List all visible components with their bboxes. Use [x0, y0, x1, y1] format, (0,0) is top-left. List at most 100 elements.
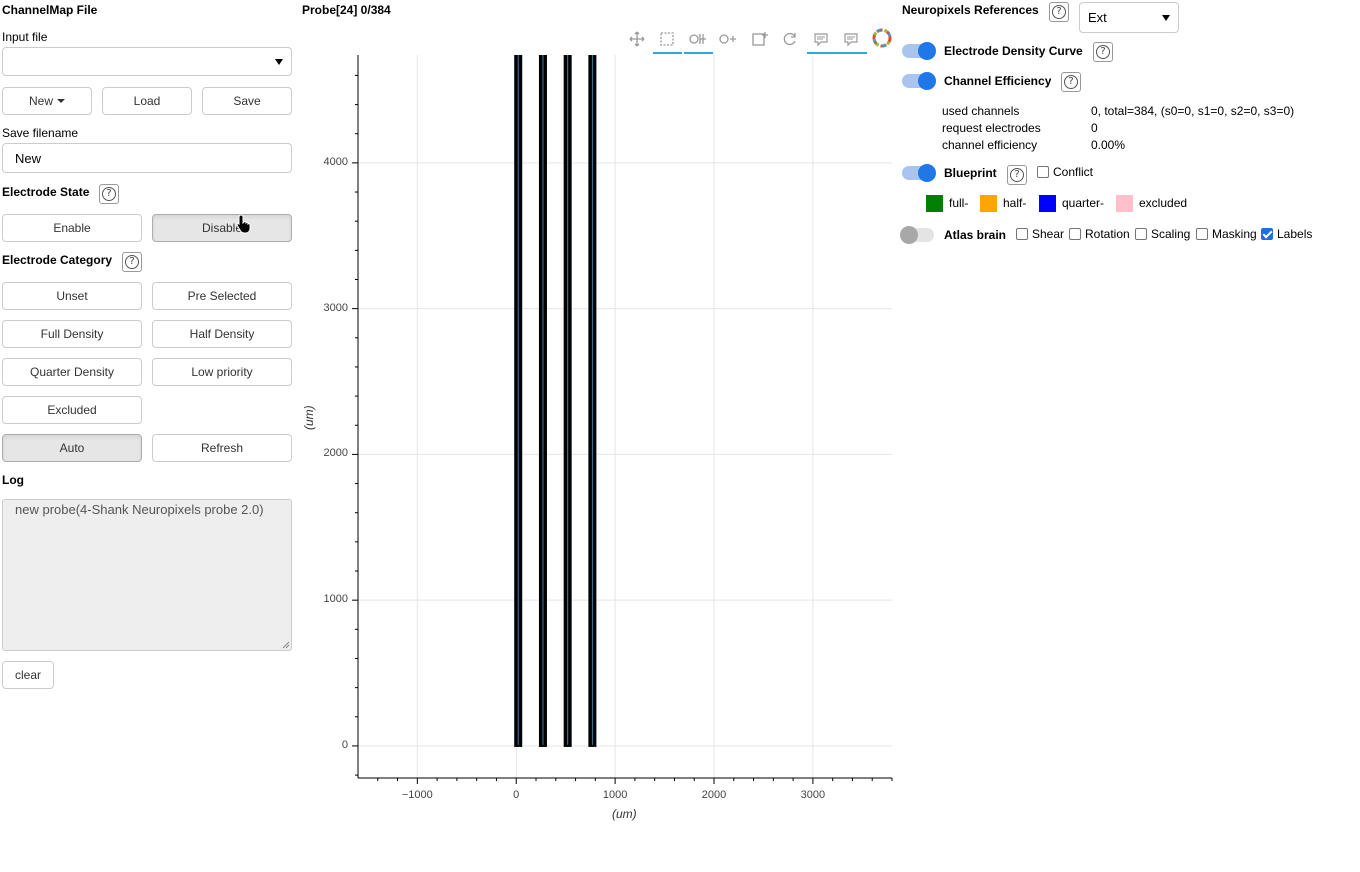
- probe-title: Probe[24] 0/384: [302, 3, 391, 17]
- hand-cursor-icon: [236, 214, 251, 234]
- x-tick-label: 0: [513, 789, 520, 801]
- chevron-down-icon: [1162, 14, 1170, 21]
- masking-checkbox[interactable]: [1196, 228, 1208, 240]
- legend-label-quarter: quarter-: [1062, 196, 1105, 210]
- bokeh-logo-icon[interactable]: [870, 28, 894, 48]
- x-tick-label: 3000: [800, 789, 826, 801]
- electrode-density-curve-toggle[interactable]: [902, 42, 936, 60]
- atlas-brain-label: Atlas brain: [944, 228, 1007, 242]
- stat-key-request-electrodes: request electrodes: [942, 121, 1041, 135]
- conflict-label: Conflict: [1053, 165, 1094, 179]
- neuropixels-references-label: Neuropixels References: [902, 3, 1039, 17]
- input-file-label: Input file: [2, 30, 48, 44]
- resize-handle-icon[interactable]: [282, 641, 290, 649]
- save-button[interactable]: Save: [202, 87, 292, 115]
- low-priority-button[interactable]: Low priority: [152, 358, 292, 386]
- legend-swatch-full: [926, 195, 943, 212]
- shear-label: Shear: [1032, 227, 1065, 241]
- reference-select[interactable]: Ext: [1079, 2, 1179, 33]
- legend-label-excluded: excluded: [1139, 196, 1188, 210]
- help-icon-electrode-category[interactable]: ?: [122, 252, 142, 272]
- auto-button[interactable]: Auto: [2, 434, 142, 462]
- legend-label-half: half-: [1003, 196, 1027, 210]
- legend-label-full: full-: [949, 196, 969, 210]
- pre-selected-button[interactable]: Pre Selected: [152, 282, 292, 310]
- x-tick-label: −1000: [401, 789, 433, 801]
- legend-swatch-half: [980, 195, 997, 212]
- y-tick-label: 1000: [323, 593, 348, 606]
- disable-button[interactable]: Disable: [152, 214, 292, 242]
- new-button-label: New: [28, 94, 53, 108]
- unset-button[interactable]: Unset: [2, 282, 142, 310]
- input-file-select[interactable]: [2, 47, 292, 76]
- box-select-icon[interactable]: [655, 29, 679, 49]
- wheel-zoom-x-icon[interactable]: [686, 29, 710, 49]
- rotation-label: Rotation: [1085, 227, 1130, 241]
- blueprint-toggle[interactable]: [902, 164, 936, 182]
- quarter-density-button[interactable]: Quarter Density: [2, 358, 142, 386]
- channel-efficiency-label: Channel Efficiency: [944, 74, 1052, 88]
- stat-value-channel-efficiency: 0.00%: [1091, 138, 1126, 152]
- labels-checkbox[interactable]: [1261, 228, 1273, 240]
- stat-value-used-channels: 0, total=384, (s0=0, s1=0, s2=0, s3=0): [1091, 104, 1295, 118]
- scaling-checkbox[interactable]: [1135, 228, 1147, 240]
- clear-button[interactable]: clear: [2, 661, 54, 689]
- y-axis-label: (um): [302, 405, 316, 430]
- electrode-density-curve-label: Electrode Density Curve: [944, 44, 1083, 58]
- rotation-checkbox[interactable]: [1069, 228, 1081, 240]
- legend-swatch-excluded: [1116, 195, 1133, 212]
- stat-key-used-channels: used channels: [942, 104, 1020, 118]
- masking-label: Masking: [1212, 227, 1257, 241]
- labels-label: Labels: [1277, 227, 1313, 241]
- y-tick-label: 2000: [323, 447, 348, 460]
- wheel-zoom-y-icon[interactable]: [716, 29, 740, 49]
- toolbar-active-indicator-3: [807, 52, 867, 54]
- box-edit-icon[interactable]: [748, 29, 772, 49]
- shear-checkbox[interactable]: [1016, 228, 1028, 240]
- x-tick-label: 1000: [602, 789, 628, 801]
- reference-value: Ext: [1088, 10, 1107, 25]
- conflict-checkbox[interactable]: [1037, 166, 1049, 178]
- stat-key-channel-efficiency: channel efficiency: [942, 138, 1038, 152]
- legend-swatch-quarter: [1039, 195, 1056, 212]
- save-filename-label: Save filename: [2, 126, 79, 140]
- caret-down-icon: [57, 99, 65, 103]
- stat-value-request-electrodes: 0: [1091, 121, 1098, 135]
- scaling-label: Scaling: [1151, 227, 1191, 241]
- hover-icon[interactable]: [809, 29, 833, 49]
- blueprint-label: Blueprint: [944, 166, 997, 180]
- toolbar-active-indicator: [653, 52, 682, 54]
- new-button[interactable]: New: [2, 87, 92, 115]
- x-tick-label: 2000: [701, 789, 727, 801]
- help-icon-channel-efficiency[interactable]: ?: [1061, 72, 1081, 92]
- refresh-button[interactable]: Refresh: [152, 434, 292, 462]
- enable-button[interactable]: Enable: [2, 214, 142, 242]
- x-axis-label: (um): [612, 807, 637, 821]
- log-label: Log: [2, 473, 24, 487]
- full-density-button[interactable]: Full Density: [2, 320, 142, 348]
- chevron-down-icon: [275, 58, 283, 65]
- log-textarea[interactable]: new probe(4-Shank Neuropixels probe 2.0): [2, 499, 292, 651]
- help-icon-references[interactable]: ?: [1049, 2, 1069, 22]
- hover-icon-2[interactable]: [839, 29, 863, 49]
- y-tick-label: 3000: [323, 301, 348, 314]
- save-filename-input[interactable]: [2, 143, 292, 173]
- help-icon-electrode-state[interactable]: ?: [99, 184, 119, 204]
- toolbar-active-indicator-2: [684, 52, 713, 54]
- pan-icon[interactable]: [625, 29, 649, 49]
- reset-icon[interactable]: [778, 29, 802, 49]
- channelmap-file-title: ChannelMap File: [2, 3, 98, 17]
- y-tick-label: 4000: [323, 155, 348, 168]
- y-tick-label: 0: [341, 738, 348, 751]
- excluded-button[interactable]: Excluded: [2, 396, 142, 424]
- half-density-button[interactable]: Half Density: [152, 320, 292, 348]
- electrode-state-label: Electrode State: [2, 185, 90, 199]
- help-icon-blueprint[interactable]: ?: [1007, 165, 1027, 185]
- atlas-brain-toggle[interactable]: [900, 226, 934, 244]
- channel-efficiency-toggle[interactable]: [902, 72, 936, 90]
- load-button[interactable]: Load: [102, 87, 192, 115]
- electrode-category-label: Electrode Category: [2, 253, 113, 267]
- help-icon-density-curve[interactable]: ?: [1093, 42, 1113, 62]
- log-text: new probe(4-Shank Neuropixels probe 2.0): [15, 502, 264, 517]
